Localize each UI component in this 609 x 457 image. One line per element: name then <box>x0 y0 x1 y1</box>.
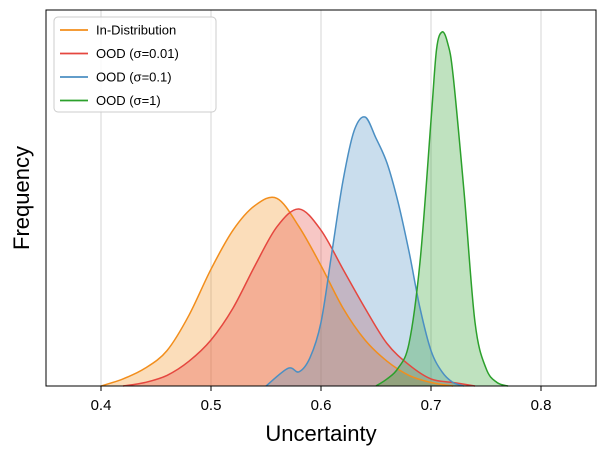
x-tick-label: 0.4 <box>91 397 112 414</box>
density-area-series-2 <box>266 116 464 386</box>
legend-label: OOD (σ=0.01) <box>96 46 179 61</box>
density-area-series-1 <box>123 208 475 386</box>
x-axis-ticks: 0.4 0.5 0.6 0.7 0.8 <box>91 386 552 414</box>
density-areas <box>101 31 508 387</box>
density-area-series-0 <box>101 197 453 386</box>
legend: In-Distribution OOD (σ=0.01) OOD (σ=0.1) OO… <box>53 16 217 113</box>
x-tick-label: 0.6 <box>311 397 332 414</box>
density-lines <box>100 31 509 387</box>
x-tick-label: 0.5 <box>201 397 222 414</box>
x-tick-label: 0.8 <box>531 397 552 414</box>
legend-label: OOD (σ=1) <box>96 93 161 108</box>
x-axis-label: Uncertainty <box>265 421 376 446</box>
y-axis-label: Frequency <box>9 146 34 250</box>
density-area-series-3 <box>376 31 508 387</box>
density-line-series-2 <box>265 116 465 387</box>
density-line-series-1 <box>122 208 476 387</box>
x-tick-label: 0.7 <box>421 397 442 414</box>
legend-box <box>53 16 217 113</box>
legend-label: In-Distribution <box>96 23 176 38</box>
density-line-series-0 <box>100 196 454 387</box>
density-line-series-3 <box>375 31 509 387</box>
legend-label: OOD (σ=0.1) <box>96 70 172 85</box>
